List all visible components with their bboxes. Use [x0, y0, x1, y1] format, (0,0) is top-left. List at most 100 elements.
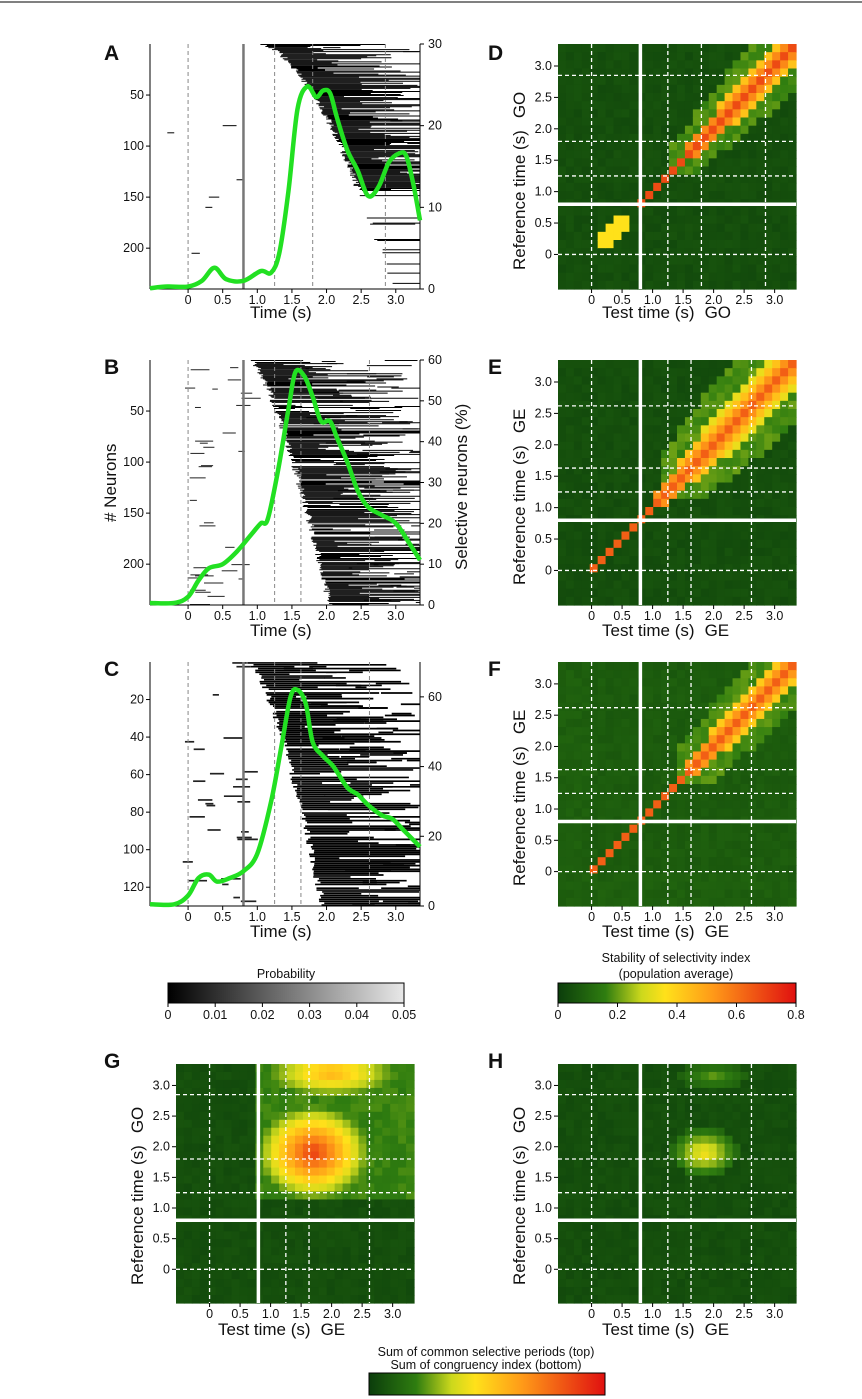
heat-cell	[724, 360, 734, 369]
heat-cell	[692, 881, 702, 891]
heat-cell	[629, 384, 638, 394]
heat-cell	[565, 564, 575, 573]
heat-cell	[780, 588, 789, 598]
heat-cell	[732, 580, 742, 590]
heat-cell	[629, 718, 638, 728]
heat-cell	[708, 458, 718, 467]
heat-cell	[756, 76, 765, 86]
heat-cell	[581, 759, 591, 769]
y-right-tick-label: 30	[428, 476, 442, 490]
heat-cell	[287, 1167, 296, 1177]
heat-cell	[605, 101, 615, 110]
heat-cell	[350, 1239, 360, 1248]
heat-cell	[565, 223, 575, 233]
heat-cell	[684, 832, 694, 842]
heat-cell	[573, 1271, 583, 1280]
heat-cell	[692, 76, 702, 86]
heat-cell	[334, 1183, 344, 1193]
heat-cell	[700, 392, 710, 402]
heat-cell	[589, 800, 599, 809]
heat-cell	[621, 572, 630, 582]
heat-cell	[207, 1103, 217, 1113]
x-tick-label: 3.0	[384, 1307, 401, 1321]
heat-cell	[653, 897, 662, 907]
heat-cell	[199, 1263, 209, 1272]
heat-cell	[653, 718, 662, 728]
heat-cell	[597, 670, 607, 679]
heat-cell	[597, 1079, 607, 1089]
heat-cell	[629, 1255, 638, 1264]
heat-cell	[326, 1071, 336, 1081]
heat-cell	[239, 1247, 248, 1256]
heat-cell	[661, 109, 670, 119]
heat-cell	[366, 1223, 375, 1232]
heat-cell	[310, 1119, 320, 1129]
heat-cell	[645, 1167, 654, 1177]
heat-cell	[684, 368, 694, 377]
heat-cell	[645, 897, 654, 907]
heat-cell	[374, 1263, 383, 1272]
y-left-tick-label: 50	[130, 404, 144, 418]
heat-cell	[565, 1271, 575, 1280]
heat-cell	[613, 1151, 623, 1161]
heat-cell	[191, 1263, 201, 1272]
heat-cell	[748, 425, 757, 435]
heat-cell	[684, 60, 694, 70]
heat-cell	[740, 897, 749, 907]
heat-cell	[358, 1087, 367, 1097]
heat-cell	[748, 547, 757, 557]
heat-cell	[764, 117, 773, 127]
heat-cell	[597, 564, 607, 573]
heat-cell	[350, 1279, 360, 1288]
heat-cell	[390, 1064, 399, 1073]
heat-cell	[708, 101, 718, 110]
heat-cell	[581, 507, 591, 516]
heat-cell	[788, 466, 797, 475]
heat-cell	[700, 564, 710, 573]
heat-cell	[772, 248, 781, 257]
heat-cell	[342, 1199, 352, 1208]
heat-cell	[677, 68, 686, 78]
heat-cell	[191, 1295, 201, 1304]
heat-cell	[597, 775, 607, 785]
heat-cell	[589, 1263, 599, 1272]
heat-cell	[708, 547, 718, 557]
heat-cell	[764, 425, 773, 435]
heat-cell	[581, 376, 591, 386]
selective-neurons-line-b	[149, 367, 422, 606]
heat-cell	[684, 775, 694, 785]
heat-cell	[613, 507, 623, 516]
heat-cell	[748, 743, 757, 753]
heat-cell	[605, 1183, 615, 1193]
heat-cell	[645, 93, 654, 102]
heat-cell	[764, 686, 773, 696]
x-tick-label: 3.0	[387, 293, 404, 307]
heat-cell	[366, 1079, 375, 1089]
heat-cell	[621, 1135, 630, 1145]
x-tick-label: 2.5	[353, 1307, 370, 1321]
heat-cell	[406, 1295, 415, 1304]
heat-cell	[287, 1239, 296, 1248]
heat-cell	[772, 272, 781, 282]
heat-cell	[684, 881, 694, 891]
heat-cell	[684, 191, 694, 200]
heat-cell	[597, 808, 607, 818]
y-tick-label: 0.5	[535, 833, 552, 847]
heat-cell	[756, 784, 765, 793]
heat-cell	[748, 727, 757, 736]
heat-cell	[740, 694, 749, 704]
heat-cell	[390, 1167, 399, 1177]
heat-cell	[597, 76, 607, 86]
heat-cell	[382, 1247, 391, 1256]
heat-cell	[740, 702, 749, 712]
heat-cell	[605, 531, 615, 541]
heat-cell	[708, 60, 718, 70]
heat-cell	[692, 52, 702, 61]
heat-cell	[558, 417, 567, 426]
heat-cell	[756, 174, 765, 184]
heat-cell	[661, 1095, 670, 1105]
heat-cell	[764, 897, 773, 907]
heat-cell	[589, 556, 599, 565]
heat-cell	[708, 191, 718, 200]
heat-cell	[382, 1295, 391, 1304]
